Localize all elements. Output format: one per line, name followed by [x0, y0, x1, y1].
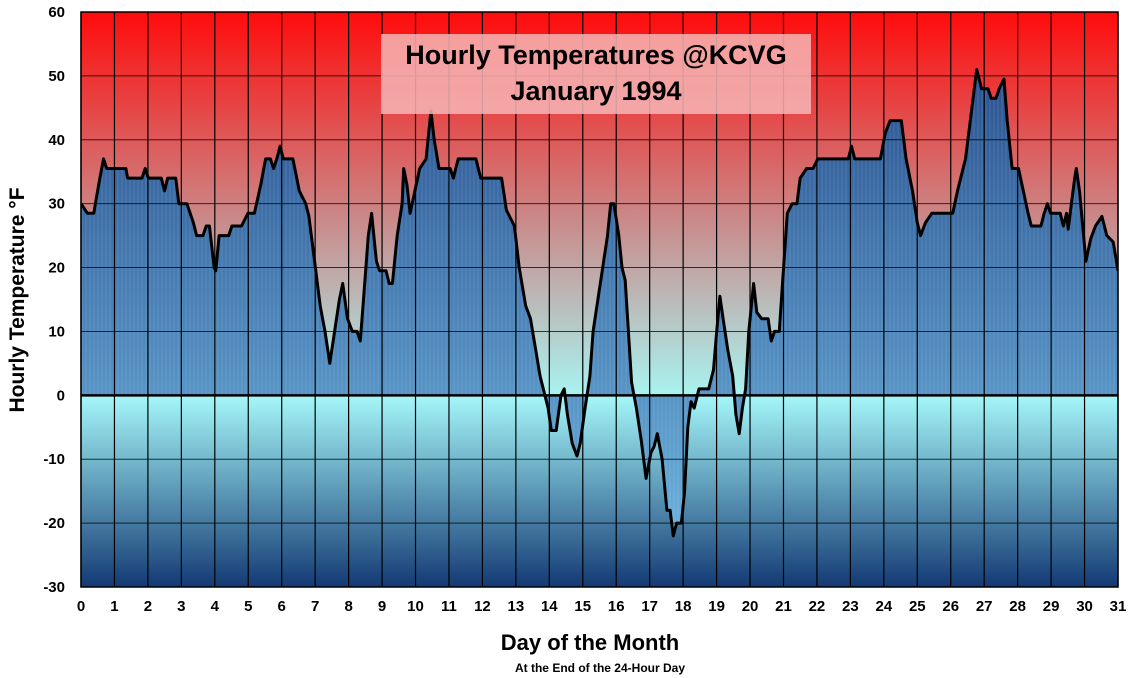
x-tick-label-26: 26: [942, 598, 959, 615]
x-axis-tick-labels: 0 1 2 3 4 5 6 7 8 9 10 11 12 13 14 15 16 17 18 19 20 21 22 23 24…: [77, 598, 1127, 615]
chart-title: Hourly Temperatures @KCVG: [405, 40, 786, 70]
y-tick-label-10: 10: [48, 323, 65, 340]
x-tick-label-17: 17: [641, 598, 658, 615]
y-tick-label-0: 0: [57, 387, 65, 404]
x-tick-label-11: 11: [441, 598, 457, 615]
x-tick-label-30: 30: [1076, 598, 1093, 615]
chart-subtitle: January 1994: [510, 76, 681, 106]
y-tick-label-30: 30: [48, 196, 65, 213]
x-tick-label-8: 8: [344, 598, 352, 615]
x-tick-label-23: 23: [842, 598, 859, 615]
x-tick-label-21: 21: [775, 598, 792, 615]
x-tick-label-22: 22: [809, 598, 826, 615]
x-tick-label-14: 14: [541, 598, 558, 615]
x-tick-label-5: 5: [244, 598, 252, 615]
x-tick-label-24: 24: [875, 598, 892, 615]
temperature-area-hatch: [81, 69, 1118, 536]
x-tick-label-10: 10: [407, 598, 424, 615]
x-tick-label-13: 13: [508, 598, 525, 615]
temperature-line: [81, 68, 1118, 538]
y-tick-label-50: 50: [48, 68, 65, 85]
y-axis-title: Hourly Temperature °F: [6, 187, 29, 412]
x-tick-label-25: 25: [909, 598, 926, 615]
x-tick-label-12: 12: [474, 598, 491, 615]
x-tick-label-16: 16: [608, 598, 625, 615]
x-tick-label-7: 7: [311, 598, 319, 615]
x-tick-label-15: 15: [574, 598, 591, 615]
x-axis-note: At the End of the 24-Hour Day: [515, 661, 685, 675]
y-tick-label-40: 40: [48, 132, 65, 149]
y-tick-label--30: -30: [43, 579, 65, 596]
x-tick-label-2: 2: [144, 598, 152, 615]
x-tick-label-19: 19: [708, 598, 725, 615]
x-tick-label-0: 0: [77, 598, 85, 615]
y-axis-tick-labels: -30 -20 -10 0 10 20 30 40 50 60: [43, 4, 65, 596]
x-tick-label-18: 18: [675, 598, 692, 615]
y-tick-label-20: 20: [48, 260, 65, 277]
x-tick-label-9: 9: [378, 598, 386, 615]
x-tick-label-1: 1: [110, 598, 118, 615]
x-tick-label-28: 28: [1009, 598, 1026, 615]
x-tick-label-29: 29: [1043, 598, 1060, 615]
x-tick-label-6: 6: [278, 598, 286, 615]
x-tick-label-27: 27: [976, 598, 993, 615]
y-tick-label-60: 60: [48, 4, 65, 21]
x-tick-label-20: 20: [742, 598, 759, 615]
background-below-zero: [81, 395, 1118, 587]
x-tick-label-4: 4: [211, 598, 220, 615]
plot-border: [80, 11, 1119, 588]
x-tick-label-3: 3: [177, 598, 185, 615]
title-box: Hourly Temperatures @KCVG January 1994: [381, 34, 811, 114]
x-tick-label-31: 31: [1110, 598, 1127, 615]
x-axis-title: Day of the Month: [501, 630, 679, 655]
y-tick-label--10: -10: [43, 451, 65, 468]
title-background: [381, 34, 811, 114]
y-tick-label--20: -20: [43, 515, 65, 532]
